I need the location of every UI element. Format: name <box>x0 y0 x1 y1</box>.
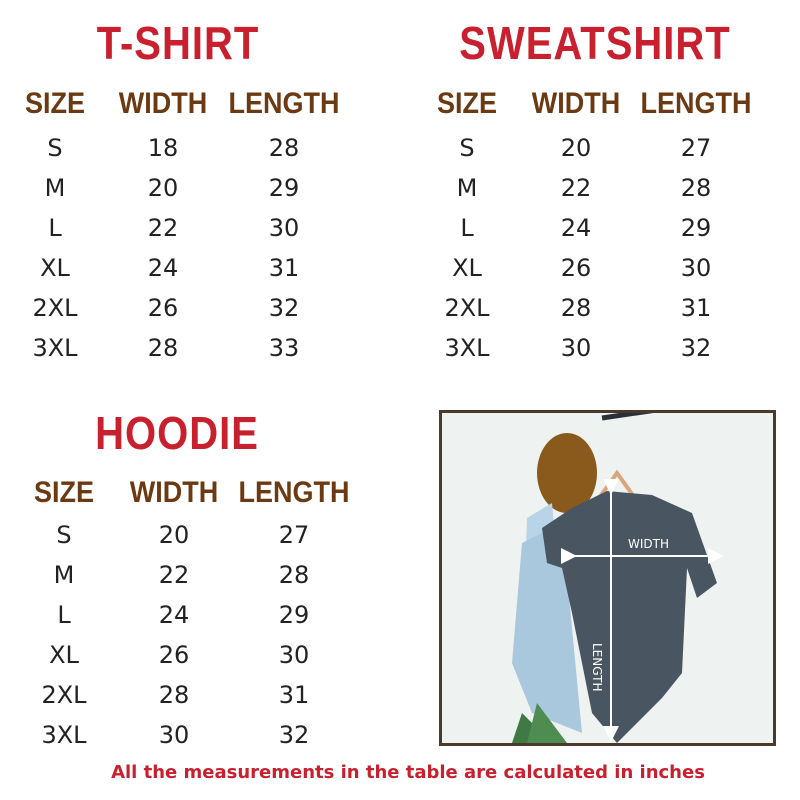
tshirt-cell-size: S <box>47 134 63 162</box>
length-label: LENGTH <box>590 643 604 692</box>
sweatshirt-cell-size: XL <box>452 254 482 282</box>
tshirt-cell-width: 24 <box>147 254 179 282</box>
hoodie-cell-width: 20 <box>158 521 190 549</box>
hoodie-cell-size: S <box>56 521 72 549</box>
sweatshirt-title: SWEATSHIRT <box>459 18 731 70</box>
hoodie-cell-width: 30 <box>158 721 190 749</box>
sweatshirt-cell-width: 26 <box>560 254 592 282</box>
hoodie-header-length: LENGTH <box>238 475 350 509</box>
hoodie-title: HOODIE <box>95 408 259 460</box>
sweatshirt-cell-size: L <box>460 214 474 242</box>
hoodie-cell-size: XL <box>49 641 79 669</box>
hoodie-cell-width: 26 <box>158 641 190 669</box>
tshirt-cell-size: 3XL <box>32 334 78 362</box>
sweatshirt-cell-size: 2XL <box>444 294 490 322</box>
sweatshirt-cell-width: 30 <box>560 334 592 362</box>
hoodie-cell-size: L <box>57 601 71 629</box>
hat-icon <box>537 433 597 513</box>
sweatshirt-cell-length: 30 <box>680 254 712 282</box>
tshirt-cell-size: XL <box>40 254 70 282</box>
hoodie-cell-length: 29 <box>278 601 310 629</box>
tshirt-cell-width: 26 <box>147 294 179 322</box>
hoodie-cell-size: 3XL <box>41 721 87 749</box>
hoodie-cell-length: 31 <box>278 681 310 709</box>
hoodie-cell-width: 24 <box>158 601 190 629</box>
measurement-arrows <box>561 479 724 742</box>
tshirt-cell-width: 22 <box>147 214 179 242</box>
tshirt-header-width: WIDTH <box>118 86 208 120</box>
sweatshirt-cell-size: M <box>456 174 478 202</box>
tshirt-cell-width: 18 <box>147 134 179 162</box>
tshirt-cell-size: 2XL <box>32 294 78 322</box>
tshirt-cell-width: 28 <box>147 334 179 362</box>
tshirt-cell-length: 33 <box>268 334 300 362</box>
tshirt-header-size: SIZE <box>24 86 86 120</box>
tshirt-cell-size: M <box>44 174 66 202</box>
sweatshirt-cell-size: 3XL <box>444 334 490 362</box>
tshirt-measurement-photo: WIDTH LENGTH <box>439 410 776 746</box>
hoodie-header-width: WIDTH <box>129 475 219 509</box>
sweatshirt-header-width: WIDTH <box>531 86 621 120</box>
sweatshirt-cell-size: S <box>459 134 475 162</box>
tshirt-cell-width: 20 <box>147 174 179 202</box>
sweatshirt-header-size: SIZE <box>436 86 498 120</box>
sweatshirt-header-length: LENGTH <box>640 86 752 120</box>
sweatshirt-cell-length: 29 <box>680 214 712 242</box>
hoodie-cell-width: 28 <box>158 681 190 709</box>
sweatshirt-cell-width: 22 <box>560 174 592 202</box>
hoodie-cell-length: 28 <box>278 561 310 589</box>
sweatshirt-cell-length: 27 <box>680 134 712 162</box>
tshirt-header-length: LENGTH <box>228 86 340 120</box>
sweatshirt-cell-width: 20 <box>560 134 592 162</box>
hoodie-cell-size: 2XL <box>41 681 87 709</box>
sweatshirt-cell-length: 28 <box>680 174 712 202</box>
sweatshirt-cell-width: 24 <box>560 214 592 242</box>
sweatshirt-cell-width: 28 <box>560 294 592 322</box>
tshirt-title: T-SHIRT <box>96 18 260 70</box>
tshirt-cell-length: 31 <box>268 254 300 282</box>
hoodie-cell-length: 30 <box>278 641 310 669</box>
hoodie-header-size: SIZE <box>33 475 95 509</box>
tshirt-cell-size: L <box>48 214 62 242</box>
measurement-note: All the measurements in the table are ca… <box>111 762 705 783</box>
hoodie-cell-length: 27 <box>278 521 310 549</box>
sweatshirt-cell-length: 32 <box>680 334 712 362</box>
hoodie-cell-size: M <box>53 561 75 589</box>
tshirt-cell-length: 32 <box>268 294 300 322</box>
tshirt-cell-length: 28 <box>268 134 300 162</box>
width-label: WIDTH <box>628 537 669 551</box>
hoodie-cell-width: 22 <box>158 561 190 589</box>
sweatshirt-cell-length: 31 <box>680 294 712 322</box>
hoodie-cell-length: 32 <box>278 721 310 749</box>
tshirt-cell-length: 30 <box>268 214 300 242</box>
tshirt-cell-length: 29 <box>268 174 300 202</box>
